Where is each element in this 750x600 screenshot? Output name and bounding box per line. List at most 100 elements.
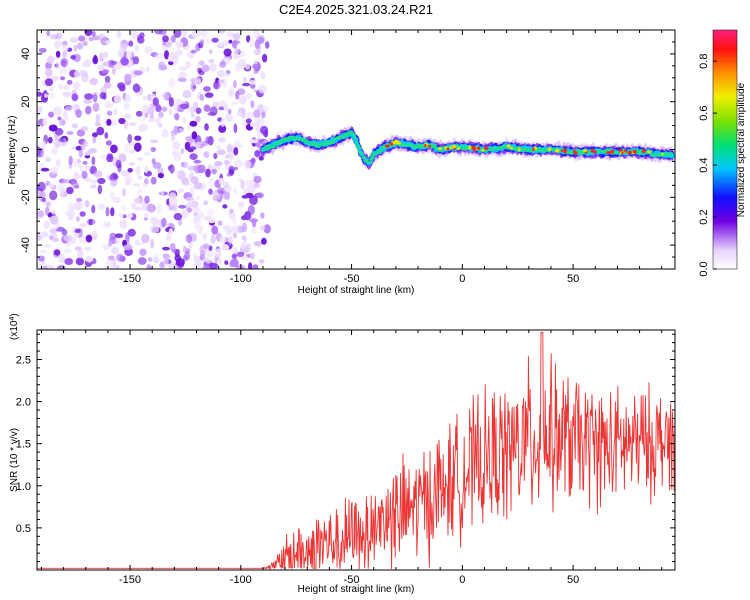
signal-track-cell (336, 136, 341, 138)
spectrogram-ytick-label: 20 (20, 96, 32, 108)
noise-blob (136, 241, 144, 246)
noise-blob (152, 161, 162, 169)
noise-blob (179, 103, 189, 109)
noise-blob (146, 203, 156, 213)
noise-blob (158, 111, 164, 118)
noise-blob (226, 172, 232, 177)
noise-blob (231, 40, 238, 49)
colorbar-tick-label: 0.4 (698, 157, 710, 172)
signal-hotspot (390, 142, 393, 146)
colorbar-gradient (712, 29, 738, 270)
noise-blob (238, 58, 247, 69)
signal-track-cell (504, 147, 509, 150)
noise-blob (43, 220, 50, 230)
noise-blob (141, 112, 146, 122)
noise-blob (221, 73, 231, 78)
noise-blob (178, 71, 188, 79)
noise-blob (146, 264, 152, 269)
noise-blob (161, 92, 170, 101)
signal-hotspot (428, 144, 432, 148)
noise-blob (260, 212, 265, 219)
noise-blob (188, 106, 194, 114)
noise-blob (229, 258, 239, 268)
noise-blob (256, 192, 265, 199)
signal-hotspot (532, 147, 535, 152)
noise-blob (235, 90, 240, 100)
noise-blob (62, 179, 72, 184)
noise-blob (261, 105, 269, 113)
colorbar-label: Normalized spectral amplitude (736, 82, 747, 217)
noise-blob (38, 47, 47, 53)
noise-blob (72, 82, 79, 90)
noise-blob (139, 248, 147, 256)
snr-scale-prefix: (x10 (9, 320, 20, 340)
noise-blob (181, 209, 189, 219)
noise-blob (141, 233, 150, 244)
noise-blob (172, 141, 181, 150)
noise-blob (203, 86, 211, 92)
noise-blob (256, 122, 261, 128)
noise-blob (223, 48, 232, 57)
noise-blob (167, 52, 177, 63)
noise-blob (79, 223, 88, 228)
noise-blob (44, 78, 54, 87)
noise-blob (108, 240, 113, 247)
noise-blob (250, 157, 256, 164)
noise-blob (193, 159, 202, 164)
noise-blob (137, 36, 145, 44)
noise-blob (152, 97, 159, 106)
noise-blob (84, 93, 94, 100)
signal-track-cell (357, 147, 362, 150)
noise-blob (42, 244, 52, 248)
noise-blob (46, 56, 55, 65)
noise-blob (242, 82, 251, 87)
noise-blob (126, 213, 134, 219)
noise-blob (206, 208, 215, 217)
signal-track-cell (497, 148, 501, 151)
noise-blob (185, 234, 193, 244)
noise-blob (229, 151, 233, 162)
noise-blob (110, 246, 119, 255)
noise-blob (102, 243, 110, 251)
noise-blob (173, 30, 182, 38)
noise-blob (121, 188, 127, 197)
noise-blob (59, 68, 64, 75)
noise-blob (90, 184, 97, 189)
noise-blob (115, 237, 120, 245)
noise-blob (88, 218, 93, 226)
signal-hotspot (472, 147, 477, 152)
noise-blob (71, 103, 80, 111)
noise-blob (67, 202, 75, 212)
noise-blob (109, 232, 117, 240)
spectrogram-y-label: Frequency (Hz) (7, 116, 18, 185)
noise-blob (48, 182, 55, 188)
noise-blob (170, 35, 176, 43)
noise-blob (259, 225, 266, 231)
noise-blob (237, 144, 243, 148)
noise-blob (91, 35, 101, 41)
noise-blob (105, 206, 110, 217)
colorbar: 0.0 0.2 0.4 0.6 0.8 Normalized spectral ampl… (698, 29, 747, 277)
signal-track-cell (350, 132, 356, 136)
noise-blob (73, 44, 78, 52)
noise-blob (191, 131, 198, 140)
signal-track-cell (271, 145, 277, 148)
noise-blob (162, 35, 169, 43)
signal-track-cell (355, 144, 361, 148)
noise-blob (176, 171, 181, 177)
spectrogram-panel: -150 -100 -50 0 50 -40 -20 0 20 40 Height of str… (7, 29, 676, 296)
noise-blob (132, 83, 141, 93)
noise-blob (63, 248, 72, 254)
noise-blob (263, 130, 268, 138)
signal-hotspot (661, 153, 664, 156)
noise-blob (97, 177, 106, 185)
noise-blob (131, 202, 137, 210)
noise-blob (47, 264, 54, 269)
snr-xtick-label: -100 (230, 574, 252, 586)
noise-blob (204, 92, 214, 98)
signal-track-cell (353, 137, 359, 140)
noise-blob (76, 197, 83, 203)
noise-blob (229, 208, 234, 214)
noise-blob (110, 191, 115, 199)
signal-hotspot (647, 150, 652, 154)
